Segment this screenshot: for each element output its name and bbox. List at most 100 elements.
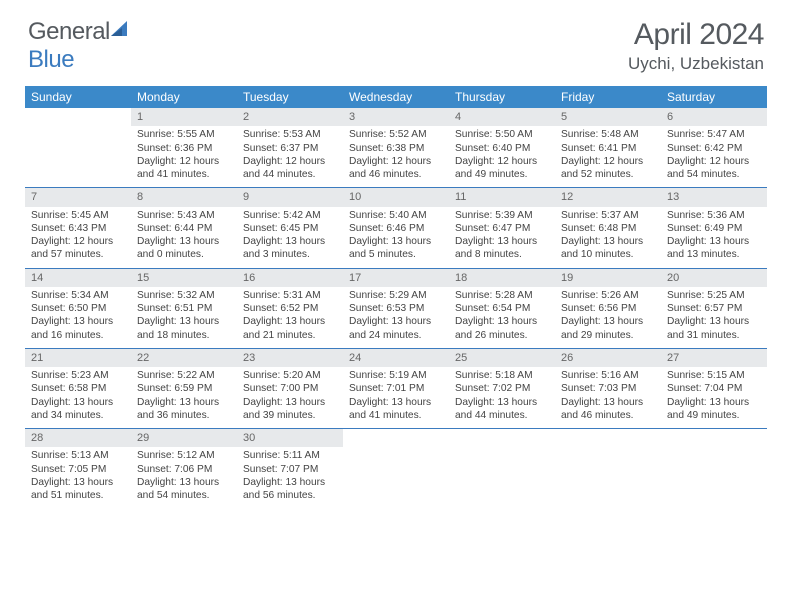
- daylight-line: Daylight: 12 hours and 44 minutes.: [243, 155, 337, 182]
- sunset-line: Sunset: 6:59 PM: [137, 382, 231, 395]
- day-cell: 15Sunrise: 5:32 AMSunset: 6:51 PMDayligh…: [131, 269, 237, 348]
- day-body: Sunrise: 5:53 AMSunset: 6:37 PMDaylight:…: [237, 126, 343, 187]
- day-number: 8: [131, 188, 237, 206]
- daylight-line: Daylight: 12 hours and 46 minutes.: [349, 155, 443, 182]
- sunrise-line: Sunrise: 5:34 AM: [31, 289, 125, 302]
- sunset-line: Sunset: 7:06 PM: [137, 463, 231, 476]
- sunset-line: Sunset: 6:56 PM: [561, 302, 655, 315]
- day-cell: 9Sunrise: 5:42 AMSunset: 6:45 PMDaylight…: [237, 188, 343, 267]
- daylight-line: Daylight: 13 hours and 21 minutes.: [243, 315, 337, 342]
- dayname-saturday: Saturday: [661, 86, 767, 108]
- sunset-line: Sunset: 7:01 PM: [349, 382, 443, 395]
- sunset-line: Sunset: 6:43 PM: [31, 222, 125, 235]
- week-row: 7Sunrise: 5:45 AMSunset: 6:43 PMDaylight…: [25, 187, 767, 267]
- sunrise-line: Sunrise: 5:20 AM: [243, 369, 337, 382]
- day-number: 10: [343, 188, 449, 206]
- day-number: 19: [555, 269, 661, 287]
- day-number: 6: [661, 108, 767, 126]
- daylight-line: Daylight: 13 hours and 31 minutes.: [667, 315, 761, 342]
- sunset-line: Sunset: 6:46 PM: [349, 222, 443, 235]
- day-cell: 17Sunrise: 5:29 AMSunset: 6:53 PMDayligh…: [343, 269, 449, 348]
- day-body: Sunrise: 5:20 AMSunset: 7:00 PMDaylight:…: [237, 367, 343, 428]
- day-number: 12: [555, 188, 661, 206]
- sunset-line: Sunset: 6:49 PM: [667, 222, 761, 235]
- day-body: Sunrise: 5:12 AMSunset: 7:06 PMDaylight:…: [131, 447, 237, 508]
- daylight-line: Daylight: 13 hours and 24 minutes.: [349, 315, 443, 342]
- day-cell: 22Sunrise: 5:22 AMSunset: 6:59 PMDayligh…: [131, 349, 237, 428]
- sunrise-line: Sunrise: 5:13 AM: [31, 449, 125, 462]
- day-number: 11: [449, 188, 555, 206]
- day-number: 3: [343, 108, 449, 126]
- sunrise-line: Sunrise: 5:23 AM: [31, 369, 125, 382]
- sunrise-line: Sunrise: 5:48 AM: [561, 128, 655, 141]
- day-cell: 25Sunrise: 5:18 AMSunset: 7:02 PMDayligh…: [449, 349, 555, 428]
- day-cell: 27Sunrise: 5:15 AMSunset: 7:04 PMDayligh…: [661, 349, 767, 428]
- daylight-line: Daylight: 13 hours and 51 minutes.: [31, 476, 125, 503]
- day-cell: 30Sunrise: 5:11 AMSunset: 7:07 PMDayligh…: [237, 429, 343, 508]
- sunset-line: Sunset: 6:48 PM: [561, 222, 655, 235]
- day-body: Sunrise: 5:45 AMSunset: 6:43 PMDaylight:…: [25, 207, 131, 268]
- day-number: 27: [661, 349, 767, 367]
- week-row: 28Sunrise: 5:13 AMSunset: 7:05 PMDayligh…: [25, 428, 767, 508]
- day-cell: 10Sunrise: 5:40 AMSunset: 6:46 PMDayligh…: [343, 188, 449, 267]
- day-body: Sunrise: 5:43 AMSunset: 6:44 PMDaylight:…: [131, 207, 237, 268]
- title-block: April 2024 Uychi, Uzbekistan: [628, 18, 764, 74]
- day-number: 21: [25, 349, 131, 367]
- sunset-line: Sunset: 6:47 PM: [455, 222, 549, 235]
- header: GeneralBlue April 2024 Uychi, Uzbekistan: [0, 0, 792, 80]
- day-cell: 11Sunrise: 5:39 AMSunset: 6:47 PMDayligh…: [449, 188, 555, 267]
- sunrise-line: Sunrise: 5:36 AM: [667, 209, 761, 222]
- daylight-line: Daylight: 12 hours and 54 minutes.: [667, 155, 761, 182]
- sunrise-line: Sunrise: 5:19 AM: [349, 369, 443, 382]
- day-cell: 16Sunrise: 5:31 AMSunset: 6:52 PMDayligh…: [237, 269, 343, 348]
- day-number: 20: [661, 269, 767, 287]
- daylight-line: Daylight: 13 hours and 29 minutes.: [561, 315, 655, 342]
- day-cell: 1Sunrise: 5:55 AMSunset: 6:36 PMDaylight…: [131, 108, 237, 187]
- day-number: 15: [131, 269, 237, 287]
- day-cell: 20Sunrise: 5:25 AMSunset: 6:57 PMDayligh…: [661, 269, 767, 348]
- day-cell: 5Sunrise: 5:48 AMSunset: 6:41 PMDaylight…: [555, 108, 661, 187]
- day-body: Sunrise: 5:32 AMSunset: 6:51 PMDaylight:…: [131, 287, 237, 348]
- sunrise-line: Sunrise: 5:31 AM: [243, 289, 337, 302]
- sunrise-line: Sunrise: 5:52 AM: [349, 128, 443, 141]
- day-body: Sunrise: 5:28 AMSunset: 6:54 PMDaylight:…: [449, 287, 555, 348]
- day-body: Sunrise: 5:18 AMSunset: 7:02 PMDaylight:…: [449, 367, 555, 428]
- page-title: April 2024: [628, 18, 764, 52]
- daylight-line: Daylight: 13 hours and 34 minutes.: [31, 396, 125, 423]
- sunset-line: Sunset: 6:45 PM: [243, 222, 337, 235]
- sunset-line: Sunset: 6:38 PM: [349, 142, 443, 155]
- day-cell: [555, 429, 661, 508]
- day-body: Sunrise: 5:22 AMSunset: 6:59 PMDaylight:…: [131, 367, 237, 428]
- brand-part2: Blue: [28, 46, 74, 73]
- daylight-line: Daylight: 13 hours and 13 minutes.: [667, 235, 761, 262]
- day-number: 4: [449, 108, 555, 126]
- daylight-line: Daylight: 13 hours and 44 minutes.: [455, 396, 549, 423]
- day-cell: 19Sunrise: 5:26 AMSunset: 6:56 PMDayligh…: [555, 269, 661, 348]
- sunrise-line: Sunrise: 5:25 AM: [667, 289, 761, 302]
- daylight-line: Daylight: 13 hours and 16 minutes.: [31, 315, 125, 342]
- day-body: Sunrise: 5:39 AMSunset: 6:47 PMDaylight:…: [449, 207, 555, 268]
- day-cell: 14Sunrise: 5:34 AMSunset: 6:50 PMDayligh…: [25, 269, 131, 348]
- sunset-line: Sunset: 6:44 PM: [137, 222, 231, 235]
- sunrise-line: Sunrise: 5:55 AM: [137, 128, 231, 141]
- day-cell: 3 Sunrise: 5:52 AMSunset: 6:38 PMDaylight…: [343, 108, 449, 187]
- daylight-line: Daylight: 13 hours and 41 minutes.: [349, 396, 443, 423]
- dayname-monday: Monday: [131, 86, 237, 108]
- sunset-line: Sunset: 6:42 PM: [667, 142, 761, 155]
- day-number: 26: [555, 349, 661, 367]
- day-cell: 23Sunrise: 5:20 AMSunset: 7:00 PMDayligh…: [237, 349, 343, 428]
- sunset-line: Sunset: 6:54 PM: [455, 302, 549, 315]
- dayname-row: SundayMondayTuesdayWednesdayThursdayFrid…: [25, 86, 767, 108]
- day-number: 22: [131, 349, 237, 367]
- sunrise-line: Sunrise: 5:18 AM: [455, 369, 549, 382]
- day-body: Sunrise: 5:23 AMSunset: 6:58 PMDaylight:…: [25, 367, 131, 428]
- day-number: 18: [449, 269, 555, 287]
- sunrise-line: Sunrise: 5:47 AM: [667, 128, 761, 141]
- sunrise-line: Sunrise: 5:11 AM: [243, 449, 337, 462]
- sunrise-line: Sunrise: 5:53 AM: [243, 128, 337, 141]
- day-cell: [25, 108, 131, 187]
- sunset-line: Sunset: 7:02 PM: [455, 382, 549, 395]
- day-number: 14: [25, 269, 131, 287]
- sunset-line: Sunset: 6:36 PM: [137, 142, 231, 155]
- sunset-line: Sunset: 6:41 PM: [561, 142, 655, 155]
